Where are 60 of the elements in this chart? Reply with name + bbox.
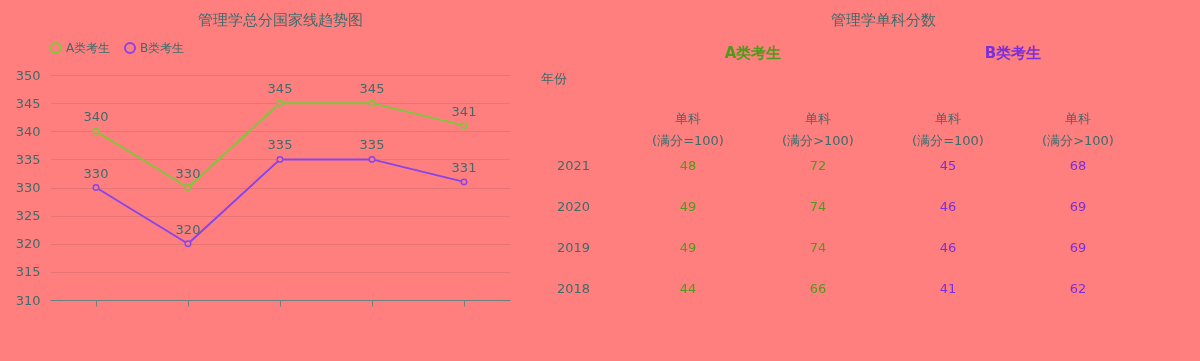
y-tick-label: 310: [15, 292, 41, 308]
data-label: 340: [83, 109, 109, 125]
data-label: 331: [451, 159, 477, 175]
data-label: 72: [809, 157, 827, 173]
data-label: 66: [809, 281, 827, 297]
text: A类考生: [724, 44, 782, 62]
chart-title: 管理学总分国家线趋势图: [197, 11, 363, 29]
point: [276, 155, 284, 163]
chart-title: 管理学单科分数: [830, 11, 936, 29]
data-label: 69: [1069, 240, 1087, 256]
data-label: 345: [359, 81, 385, 97]
x-tick-label: 单科 (满分>100): [1042, 110, 1114, 148]
point: [460, 178, 468, 186]
x-tick-label: 单科 (满分=100): [652, 110, 724, 148]
point: [92, 127, 100, 135]
data-label: 320: [175, 221, 201, 237]
y-tick-label: 325: [15, 208, 41, 224]
data-label: 345: [267, 81, 293, 97]
data-label: 69: [1069, 198, 1087, 214]
data-label: 341: [451, 103, 477, 119]
data-label: 46: [939, 198, 957, 214]
y-tick-label: 2018: [556, 281, 591, 297]
data-label: 49: [679, 198, 697, 214]
y-tick-label: 350: [15, 67, 41, 83]
data-label: 45: [939, 157, 957, 173]
x-tick-label: 单科 (满分=100): [912, 110, 984, 148]
data-label: 330: [83, 165, 109, 181]
point: [184, 240, 192, 248]
y-axis-title: 年份: [540, 70, 567, 86]
y-tick-label: 330: [15, 180, 41, 195]
data-label: 62: [1069, 281, 1087, 297]
data-label: 44: [679, 281, 697, 297]
y-tick-label: 345: [15, 95, 41, 111]
data-label: 41: [939, 281, 957, 297]
x-tick-label: 单科 (满分>100): [782, 110, 854, 148]
point: [368, 155, 376, 163]
data-label: 330: [175, 165, 201, 181]
point: [184, 184, 192, 191]
y-tick-label: 2020: [556, 198, 591, 214]
data-label: 49: [679, 240, 697, 256]
y-tick-label: 340: [15, 123, 41, 139]
point: [368, 99, 376, 107]
legend-label: A类考生: [66, 41, 111, 55]
data-label: 74: [809, 198, 827, 214]
text: B类考生: [984, 44, 1042, 62]
data-label: 68: [1069, 157, 1087, 173]
legend-label: B类考生: [140, 41, 185, 55]
y-tick-label: 335: [15, 151, 41, 167]
y-tick-label: 2019: [556, 240, 591, 256]
data-label: 48: [679, 157, 697, 173]
data-label: 335: [267, 137, 293, 153]
y-tick-label: 320: [15, 236, 41, 252]
point: [92, 184, 100, 191]
point: [276, 99, 284, 107]
data-label: 46: [939, 240, 957, 256]
data-label: 74: [809, 240, 827, 256]
point: [460, 122, 468, 130]
data-label: 335: [359, 137, 385, 153]
y-tick-label: 2021: [556, 157, 591, 173]
y-tick-label: 315: [15, 264, 41, 280]
